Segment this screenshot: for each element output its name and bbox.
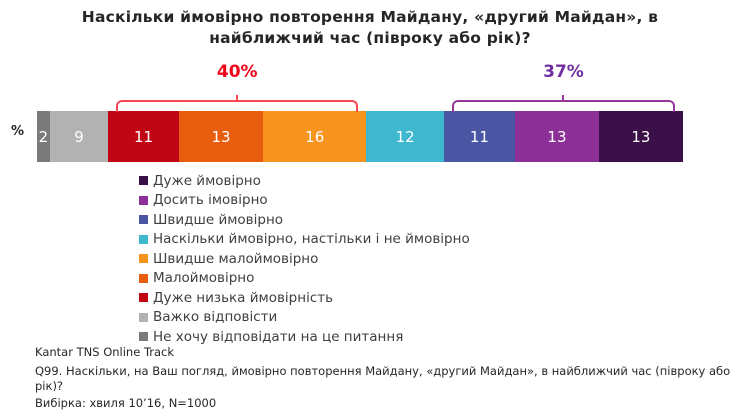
legend-swatch (139, 215, 148, 225)
bracket-tick (562, 95, 565, 102)
bar-segment-1: 9 (49, 111, 109, 162)
legend-label: Дуже ймовірно (153, 172, 261, 189)
legend-swatch (139, 273, 148, 283)
legend-label: Дуже низька ймовірність (153, 289, 334, 306)
bar-segment-value: 12 (395, 127, 415, 146)
chart-title: Наскільки ймовірно повторення Майдану, «… (0, 7, 740, 49)
bar-segment-7: 13 (514, 111, 599, 162)
bar-segment-0: 2 (37, 111, 50, 162)
legend-swatch (139, 195, 148, 205)
bar-segment-value: 16 (305, 127, 325, 146)
legend-item-5: Малоймовірно (139, 269, 470, 289)
legend-item-1: Досить імовірно (139, 191, 470, 211)
bracket-group-37%: 37% (451, 62, 675, 112)
footer-sample: Вибірка: хвиля 10’16, N=1000 (35, 396, 217, 410)
legend-label: Досить імовірно (153, 192, 268, 209)
legend: Дуже ймовірно Досить імовірно Швидше ймові… (139, 171, 470, 347)
legend-item-8: Не хочу відповідати на це питання (139, 327, 470, 347)
bracket-group-40%: 40% (116, 62, 359, 112)
legend-label: Швидше малоймовірно (153, 250, 319, 267)
legend-swatch (139, 293, 148, 303)
stacked-bar: 2 9 11 13 16 12 11 13 13 (37, 111, 683, 162)
legend-label: Швидше ймовірно (153, 211, 284, 228)
legend-swatch (139, 332, 148, 342)
legend-swatch (139, 312, 148, 322)
bar-segment-value: 11 (134, 127, 154, 146)
bar-segment-4: 16 (263, 111, 367, 162)
legend-item-0: Дуже ймовірно (139, 171, 470, 191)
legend-swatch (139, 234, 148, 244)
bracket-label: 37% (543, 62, 584, 82)
legend-label: Наскільки ймовірно, настільки і не ймові… (153, 231, 470, 248)
legend-label: Малоймовірно (153, 270, 255, 287)
bar-segment-value: 13 (547, 127, 567, 146)
footer-question: Q99. Наскільки, на Ваш погляд, ймовірно … (35, 364, 731, 393)
footer-source: Kantar TNS Online Track (35, 345, 175, 359)
bar-segment-5: 12 (366, 111, 444, 162)
bar-segment-value: 11 (469, 127, 489, 146)
legend-item-4: Швидше малоймовірно (139, 249, 470, 269)
bar-segment-6: 11 (443, 111, 515, 162)
legend-swatch (139, 254, 148, 264)
legend-swatch (139, 176, 148, 186)
bar-segment-value: 13 (211, 127, 231, 146)
bar-segment-8: 13 (598, 111, 683, 162)
legend-item-7: Важко відповісти (139, 308, 470, 328)
bracket-tick (236, 95, 239, 102)
percent-axis-label: % (11, 124, 25, 139)
bar-segment-2: 11 (108, 111, 180, 162)
bar-segment-value: 13 (631, 127, 651, 146)
legend-item-2: Швидше ймовірно (139, 210, 470, 230)
bar-segment-value: 2 (38, 127, 49, 146)
chart-title-line2: найближчий час (півроку або рік)? (209, 29, 531, 47)
legend-label: Важко відповісти (153, 309, 278, 326)
legend-item-3: Наскільки ймовірно, настільки і не ймові… (139, 230, 470, 250)
legend-item-6: Дуже низька ймовірність (139, 288, 470, 308)
bar-segment-value: 9 (74, 127, 84, 146)
legend-label: Не хочу відповідати на це питання (153, 328, 404, 345)
bracket-label: 40% (216, 62, 258, 82)
chart-title-line1: Наскільки ймовірно повторення Майдану, «… (81, 8, 659, 26)
bar-segment-3: 13 (179, 111, 264, 162)
